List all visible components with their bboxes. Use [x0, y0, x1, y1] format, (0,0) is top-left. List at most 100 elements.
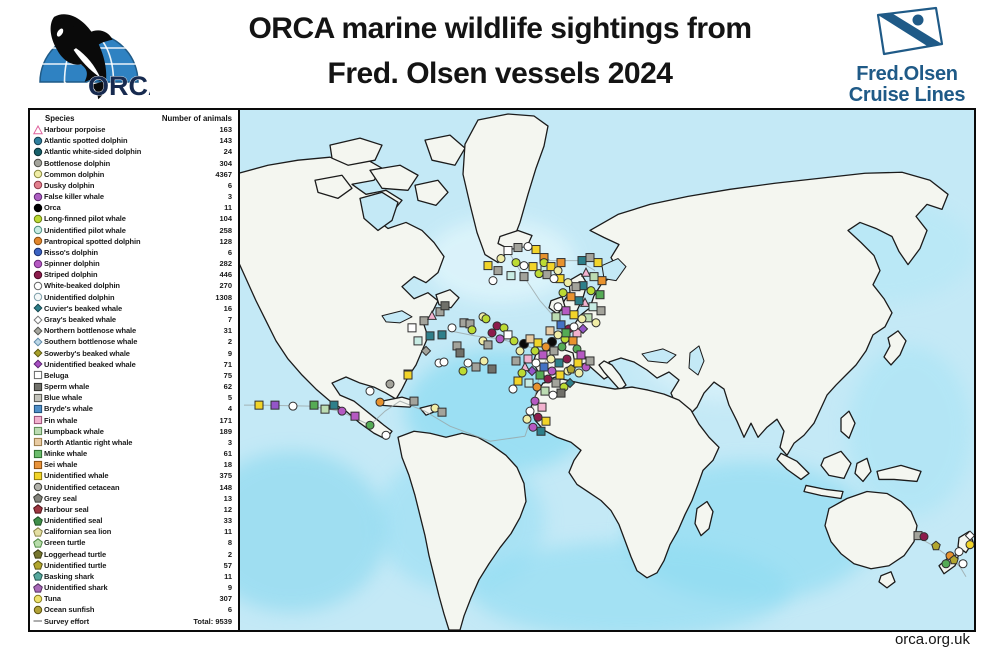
legend-species-label: Harbour seal: [44, 504, 89, 514]
sighting-marker: [562, 354, 572, 364]
sighting-marker: [543, 374, 553, 384]
legend-species-label: Blue whale: [44, 393, 83, 403]
orca-whale-globe-icon: ORCA: [39, 14, 168, 101]
legend-species-label: Sei whale: [44, 460, 78, 470]
legend-row: Survey effort Total: 9539: [33, 616, 234, 627]
fredolsen-tagline: Cruise Lines: [848, 84, 966, 106]
legend-row: Fin whale 171: [33, 414, 234, 425]
sighting-marker: [539, 362, 549, 372]
legend-species-label: Northern bottlenose whale: [44, 326, 137, 336]
legend-count: 61: [223, 449, 232, 459]
square-marker-icon: [33, 370, 44, 380]
sighting-marker: [571, 282, 581, 292]
sighting-marker: [574, 296, 584, 306]
legend-species-label: Californian sea lion: [44, 527, 112, 537]
pentagon-marker-icon: [33, 515, 44, 526]
legend-row: Minke whale 61: [33, 448, 234, 459]
sighting-marker: [513, 243, 523, 253]
sighting-marker: [574, 368, 584, 378]
sighting-marker: [403, 370, 413, 380]
sighting-marker: [381, 430, 391, 440]
legend-species-label: Unidentified cetacean: [44, 482, 120, 492]
legend-count: 189: [219, 426, 232, 436]
triangle-marker-icon: [33, 124, 44, 135]
legend-count: 270: [219, 281, 232, 291]
legend-count: 75: [223, 370, 232, 380]
legend-row: Unidentified turtle 57: [33, 560, 234, 571]
sighting-marker: [522, 414, 532, 424]
legend-species-label: Long-finned pilot whale: [44, 214, 126, 224]
sighting-marker: [555, 370, 565, 380]
legend-species-label: Humpback whale: [44, 426, 104, 436]
legend-count: 57: [223, 560, 232, 570]
legend-row: Unidentified shark 9: [33, 582, 234, 593]
sighting-marker: [519, 261, 529, 271]
circle-marker-icon: [33, 169, 44, 179]
world-map-frame: Species Number of animals Harbour porpoi…: [28, 108, 976, 632]
legend-row: Unidentified dolphin 1308: [33, 292, 234, 303]
square-marker-icon: [33, 382, 44, 392]
sighting-marker: [561, 328, 571, 338]
sighting-marker: [503, 246, 513, 256]
circle-marker-icon: [33, 270, 44, 280]
sighting-marker: [523, 354, 533, 364]
fredolsen-name: Fred.Olsen: [856, 63, 958, 85]
line-marker-icon: [33, 616, 44, 626]
sighting-marker: [479, 356, 489, 366]
sighting-marker: [585, 356, 595, 366]
legend-count: 9: [227, 348, 232, 358]
legend-count: 11: [224, 527, 232, 537]
sighting-marker: [566, 292, 576, 302]
legend-count: 12: [223, 504, 232, 514]
circle-marker-icon: [33, 605, 44, 615]
sighting-marker: [557, 342, 567, 352]
sighting-marker: [506, 271, 516, 281]
legend-row: Atlantic spotted dolphin 143: [33, 135, 234, 146]
sighting-marker: [488, 276, 498, 286]
sighting-marker: [965, 540, 974, 550]
legend-species-label: Pantropical spotted dolphin: [44, 236, 141, 246]
sighting-marker: [591, 318, 601, 328]
square-marker-icon: [33, 426, 44, 436]
sighting-marker: [496, 254, 506, 264]
legend-count: 4: [227, 404, 232, 414]
sighting-marker: [563, 278, 573, 288]
sighting-marker: [588, 302, 598, 312]
legend-species-label: Unidentified turtle: [44, 560, 107, 570]
sighting-marker: [558, 288, 568, 298]
sighting-marker: [554, 358, 564, 368]
sighting-marker: [458, 366, 468, 376]
sighting-marker: [537, 402, 547, 412]
sighting-marker: [515, 346, 525, 356]
sighting-marker: [420, 345, 432, 357]
legend-species-label: Survey effort: [44, 616, 89, 626]
sighting-marker: [467, 325, 477, 335]
sighting-marker: [525, 406, 535, 416]
legend-species-label: Basking shark: [44, 571, 94, 581]
sighting-marker: [419, 316, 429, 326]
legend-row: Sperm whale 62: [33, 381, 234, 392]
title-line-1: ORCA marine wildlife sightings from: [248, 12, 752, 45]
website-url: orca.org.uk: [894, 631, 970, 648]
world-map: [179, 113, 974, 630]
sighting-marker: [597, 276, 607, 286]
sighting-marker: [577, 323, 589, 335]
legend-row: Striped dolphin 446: [33, 269, 234, 280]
sighting-marker: [949, 554, 959, 565]
circle-marker-icon: [33, 247, 44, 257]
sighting-marker: [471, 362, 481, 372]
sighting-marker: [513, 376, 523, 386]
sighting-marker: [541, 416, 551, 426]
circle-marker-icon: [33, 594, 44, 604]
legend-count: 446: [219, 270, 232, 280]
legend-count: 307: [219, 594, 232, 604]
pentagon-marker-icon: [33, 526, 44, 537]
square-marker-icon: [33, 460, 44, 470]
circle-marker-icon: [33, 147, 44, 157]
sighting-marker: [556, 388, 566, 398]
sighting-marker: [517, 368, 527, 378]
orca-logo: ORCA: [28, 2, 168, 104]
sighting-marker: [547, 366, 557, 376]
legend-species-label: North Atlantic right whale: [44, 437, 133, 447]
square-marker-icon: [33, 471, 44, 481]
